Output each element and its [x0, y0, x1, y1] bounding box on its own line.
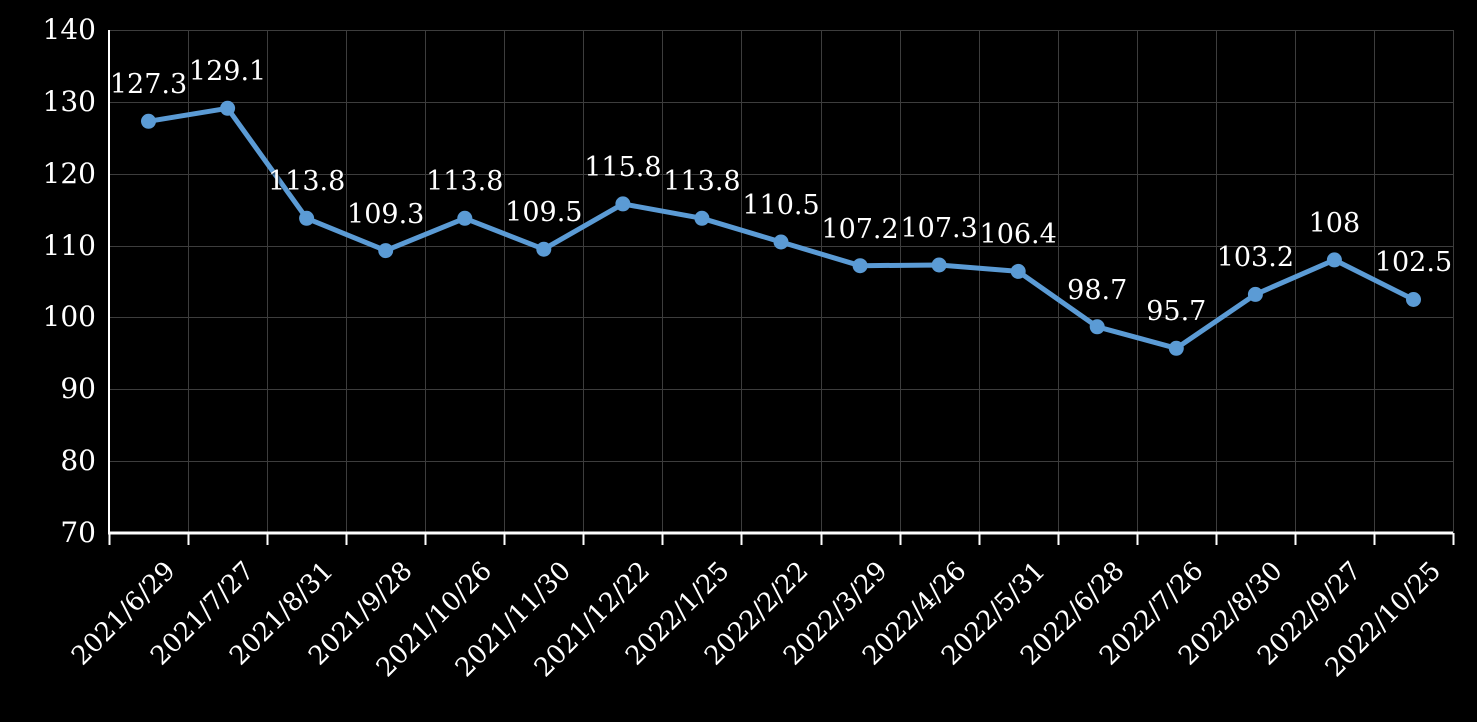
- data-point-marker: [694, 210, 710, 226]
- data-label: 113.8: [426, 166, 504, 198]
- data-point-marker: [378, 243, 394, 259]
- y-axis-tick-label: 140: [42, 13, 96, 46]
- data-label: 109.5: [505, 197, 583, 229]
- data-point-marker: [1247, 286, 1263, 302]
- data-point-marker: [1010, 263, 1026, 279]
- data-point-marker: [1406, 292, 1421, 307]
- data-label: 129.1: [188, 56, 267, 88]
- data-point-marker: [852, 258, 868, 274]
- data-point-marker: [1326, 252, 1342, 268]
- data-point-marker: [220, 100, 236, 116]
- data-label: 98.7: [1067, 274, 1128, 306]
- data-label: 110.5: [742, 189, 820, 221]
- data-label: 107.3: [900, 212, 978, 244]
- data-point-marker: [457, 210, 473, 226]
- y-axis-tick-label: 100: [42, 300, 96, 334]
- data-label: 113.8: [267, 166, 346, 198]
- data-label: 106.4: [979, 219, 1057, 251]
- data-label: 115.8: [584, 151, 662, 183]
- data-label: 109.3: [347, 198, 425, 230]
- data-label: 107.2: [821, 213, 899, 245]
- data-point-marker: [773, 234, 789, 250]
- y-axis-tick-label: 90: [60, 372, 96, 406]
- line-series: [146, 105, 1416, 351]
- data-point-marker: [141, 113, 156, 129]
- y-axis-tick-label: 80: [60, 444, 96, 478]
- y-axis-tick-label: 130: [42, 84, 96, 118]
- data-label: 113.8: [663, 166, 741, 198]
- data-point-marker: [1089, 319, 1105, 335]
- data-label: 108: [1308, 207, 1361, 239]
- data-point-marker: [1168, 340, 1184, 356]
- y-axis-tick-label: 70: [60, 516, 96, 549]
- y-axis-tick-label: 120: [42, 156, 96, 190]
- data-point-marker: [299, 210, 315, 226]
- y-axis-tick-label: 110: [42, 228, 96, 262]
- data-label: 103.2: [1216, 242, 1294, 274]
- data-label: 102.5: [1374, 247, 1453, 279]
- data-point-marker: [931, 257, 947, 273]
- data-label: 127.3: [109, 69, 188, 101]
- data-point-marker: [615, 196, 631, 212]
- data-point-marker: [536, 241, 552, 257]
- data-label: 95.7: [1146, 296, 1207, 328]
